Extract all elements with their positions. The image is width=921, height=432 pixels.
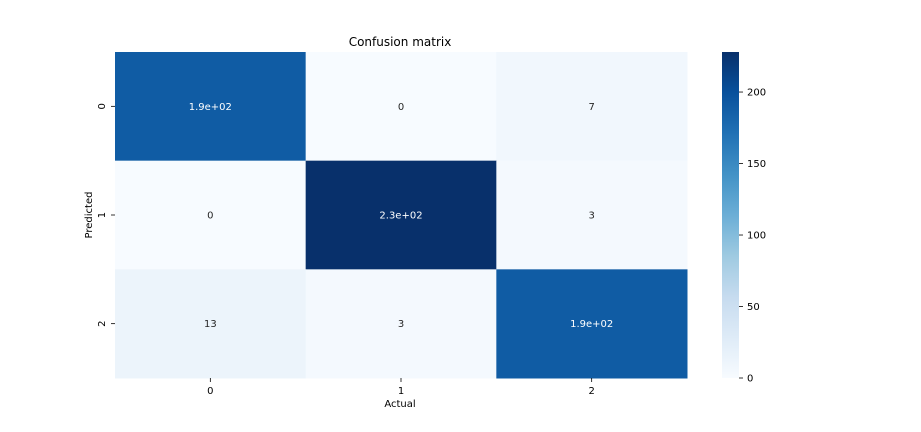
heatmap-cell bbox=[305, 160, 497, 270]
x-axis-ticks: 0 1 2 bbox=[207, 378, 595, 397]
cell-annotation: 3 bbox=[398, 319, 404, 330]
cell-annotation: 1.9e+02 bbox=[570, 319, 613, 330]
heatmap-cell bbox=[305, 52, 497, 162]
x-tick-label: 0 bbox=[207, 386, 213, 397]
cell-annotation: 1.9e+02 bbox=[189, 102, 232, 113]
cell-annotation: 0 bbox=[207, 211, 213, 222]
colorbar-ticks: 0 50 100 150 200 bbox=[739, 88, 766, 385]
y-tick-label: 0 bbox=[97, 103, 108, 109]
heatmap-cell bbox=[115, 160, 307, 270]
cell-annotation: 0 bbox=[398, 102, 404, 113]
colorbar-tick-label: 100 bbox=[747, 231, 766, 242]
cell-annotation: 7 bbox=[588, 102, 594, 113]
cell-annotation: 2.3e+02 bbox=[379, 211, 422, 222]
colorbar-tick-label: 50 bbox=[747, 302, 760, 313]
heatmap-cell bbox=[496, 52, 688, 162]
chart-title: Confusion matrix bbox=[349, 35, 452, 49]
colorbar-tick-label: 200 bbox=[747, 88, 766, 99]
heatmap-cell bbox=[496, 269, 688, 379]
colorbar-tick-label: 0 bbox=[747, 374, 753, 385]
heatmap-annotations: 1.9e+02 0 7 0 2.3e+02 3 13 3 1.9e+02 bbox=[189, 102, 614, 330]
y-axis-ticks: 0 1 2 bbox=[97, 103, 115, 327]
y-tick-label: 1 bbox=[97, 212, 108, 218]
heatmap-cells bbox=[115, 52, 688, 379]
heatmap-cell bbox=[305, 269, 497, 379]
x-tick-label: 2 bbox=[588, 386, 594, 397]
colorbar bbox=[722, 52, 739, 378]
x-tick-label: 1 bbox=[398, 386, 404, 397]
y-tick-label: 2 bbox=[97, 320, 108, 326]
cell-annotation: 13 bbox=[204, 319, 217, 330]
cell-annotation: 3 bbox=[588, 211, 594, 222]
colorbar-tick-label: 150 bbox=[747, 159, 766, 170]
heatmap-cell bbox=[115, 52, 307, 162]
x-axis-label: Actual bbox=[384, 399, 415, 410]
y-axis-label: Predicted bbox=[84, 192, 95, 239]
heatmap-cell bbox=[496, 160, 688, 270]
heatmap-cell bbox=[115, 269, 307, 379]
